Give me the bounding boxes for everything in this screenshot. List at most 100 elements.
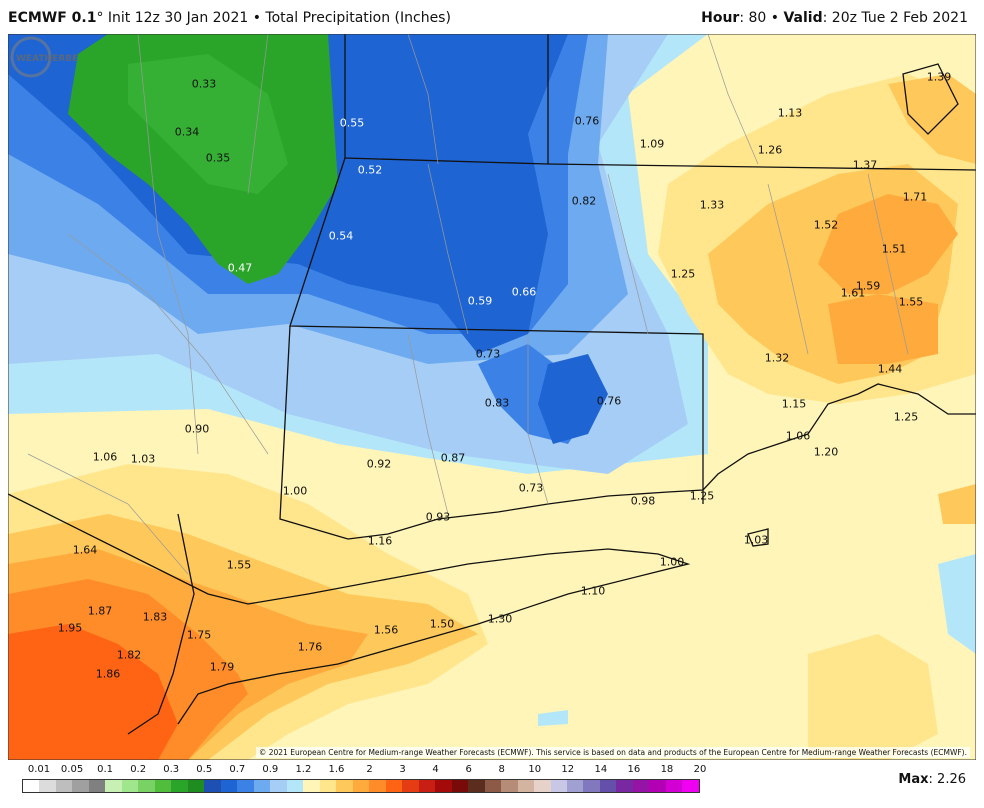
field-orange-ne	[818, 194, 958, 294]
colorbar-tick-label: 12	[561, 764, 575, 775]
colorbar-swatch	[55, 780, 73, 792]
colorbar-swatch	[599, 780, 617, 792]
colorbar-swatch	[517, 780, 535, 792]
precip-value-label: 1.56	[373, 623, 399, 637]
colorbar-swatch	[501, 780, 518, 792]
colorbar-swatch	[682, 780, 699, 792]
precip-value-label: 1.71	[902, 190, 928, 204]
degree-symbol: °	[96, 10, 104, 26]
field-blue-dark-ct	[538, 354, 608, 444]
coastlines	[127, 63, 976, 735]
model-name: ECMWF 0.1	[8, 10, 97, 26]
valid-label: Valid	[783, 10, 823, 26]
colorbar-tick-label: 0.2	[130, 764, 147, 775]
precip-value-label: 0.59	[467, 294, 493, 308]
colorbar-swatch	[566, 780, 584, 792]
weatherbell-logo: WEATHERBELL	[10, 36, 78, 78]
precip-value-label: 0.47	[227, 261, 253, 275]
precip-value-label: 0.98	[630, 494, 656, 508]
precip-value-label: 1.30	[487, 612, 513, 626]
coast-long-island	[177, 548, 691, 725]
colorbar-swatch	[237, 780, 254, 792]
colorbar-swatch	[187, 780, 205, 792]
colorbar-swatch	[253, 780, 271, 792]
colorbar-tick-label: 8	[498, 764, 505, 775]
precip-value-label: 1.83	[142, 610, 168, 624]
colorbar-tick-label: 10	[528, 764, 542, 775]
precip-value-label: 1.25	[670, 267, 696, 281]
colorbar-swatch	[319, 780, 337, 792]
border-ny-ma-ct	[289, 157, 704, 504]
colorbar-swatch	[286, 780, 304, 792]
svg-text:WEATHERBELL: WEATHERBELL	[16, 54, 78, 64]
precip-value-label: 0.76	[596, 394, 622, 408]
max-value: : 2.26	[928, 772, 966, 787]
colorbar-swatch	[649, 780, 666, 792]
precip-value-label: 0.93	[425, 510, 451, 524]
precip-value-label: 1.06	[785, 429, 811, 443]
field-cyan-s	[538, 710, 568, 726]
colorbar-swatch	[468, 780, 485, 792]
colorbar-swatch	[220, 780, 238, 792]
precip-value-label: 1.86	[95, 667, 121, 681]
precip-value-label: 1.20	[813, 445, 839, 459]
field-orange-ne-2	[828, 294, 938, 364]
precip-value-label: 0.83	[484, 396, 510, 410]
title-right: Hour: 80 • Valid: 20z Tue 2 Feb 2021	[701, 10, 968, 26]
colorbar-swatch	[451, 780, 469, 792]
coast-nh-me	[902, 63, 959, 135]
precip-value-label: 1.33	[699, 198, 725, 212]
colorbar-tick-label: 6	[465, 764, 472, 775]
colorbar-tick-label: 0.1	[97, 764, 114, 775]
precip-value-label: 1.10	[580, 584, 606, 598]
colorbar-swatch	[270, 780, 287, 792]
colorbar-tick-label: 20	[693, 764, 707, 775]
precip-value-label: 1.13	[777, 106, 803, 120]
colorbar: 0.01 0.05 0.1 0.2 0.3 0.5 0.7 0.9 1.2 1.6 2 3 4 6 8 10 1…	[22, 764, 707, 804]
precip-value-label: 1.87	[87, 604, 113, 618]
precip-value-label: 0.33	[191, 77, 217, 91]
colorbar-ticks: 0.01 0.05 0.1 0.2 0.3 0.5 0.7 0.9 1.2 1.6 2 3 4 6 8 10 1…	[22, 764, 707, 778]
colorbar-swatch	[72, 780, 89, 792]
precip-value-label: 0.66	[511, 285, 537, 299]
colorbar-swatch	[583, 780, 600, 792]
field-cyan-se	[938, 554, 976, 654]
precip-value-label: 1.95	[57, 621, 83, 635]
colorbar-swatch	[418, 780, 436, 792]
precip-value-label: 1.16	[367, 534, 393, 548]
colorbar-swatch	[352, 780, 370, 792]
precip-value-label: 0.76	[574, 114, 600, 128]
precip-value-label: 1.03	[130, 452, 156, 466]
precip-value-label: 0.35	[205, 151, 231, 165]
colorbar-tick-label: 0.3	[163, 764, 180, 775]
field-red-orange-sw	[8, 624, 178, 760]
precip-value-label: 1.44	[877, 362, 903, 376]
border-ny-ct	[279, 325, 349, 540]
precip-value-label: 0.34	[174, 125, 200, 139]
colorbar-swatch	[632, 780, 650, 792]
field-green-inner	[128, 54, 288, 194]
colorbar-swatch	[23, 780, 40, 792]
county-lines	[27, 34, 909, 575]
coast-island-block	[747, 528, 769, 547]
precip-map[interactable]: 0.33 0.34 0.35 0.47 0.55 0.52 0.54 0.59 0.66 0.76…	[8, 34, 976, 760]
precip-value-label: 1.76	[297, 640, 323, 654]
colorbar-tick-label: 3	[399, 764, 406, 775]
precip-value-label: 1.06	[92, 450, 118, 464]
colorbar-swatch	[171, 780, 188, 792]
precip-value-label: 1.75	[186, 628, 212, 642]
colorbar-swatch	[88, 780, 106, 792]
precip-value-label: 1.55	[898, 295, 924, 309]
colorbar-swatches	[22, 779, 700, 793]
precip-value-label: 1.09	[639, 137, 665, 151]
precip-value-label: 1.26	[757, 143, 783, 157]
valid-value: : 20z Tue 2 Feb 2021	[822, 10, 968, 26]
precip-value-label: 1.55	[226, 558, 252, 572]
precip-value-label: 0.87	[440, 451, 466, 465]
precip-value-label: 1.00	[659, 555, 685, 569]
precip-value-label: 1.39	[926, 70, 952, 84]
precip-value-label: 1.25	[689, 489, 715, 503]
init-and-field: Init 12z 30 Jan 2021 • Total Precipitati…	[103, 10, 451, 26]
precip-value-label: 1.79	[209, 660, 235, 674]
precip-value-label: 1.82	[116, 648, 142, 662]
